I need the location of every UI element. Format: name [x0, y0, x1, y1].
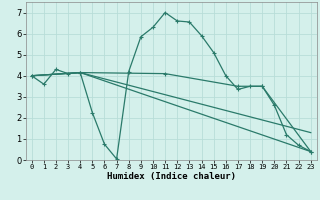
- X-axis label: Humidex (Indice chaleur): Humidex (Indice chaleur): [107, 172, 236, 181]
